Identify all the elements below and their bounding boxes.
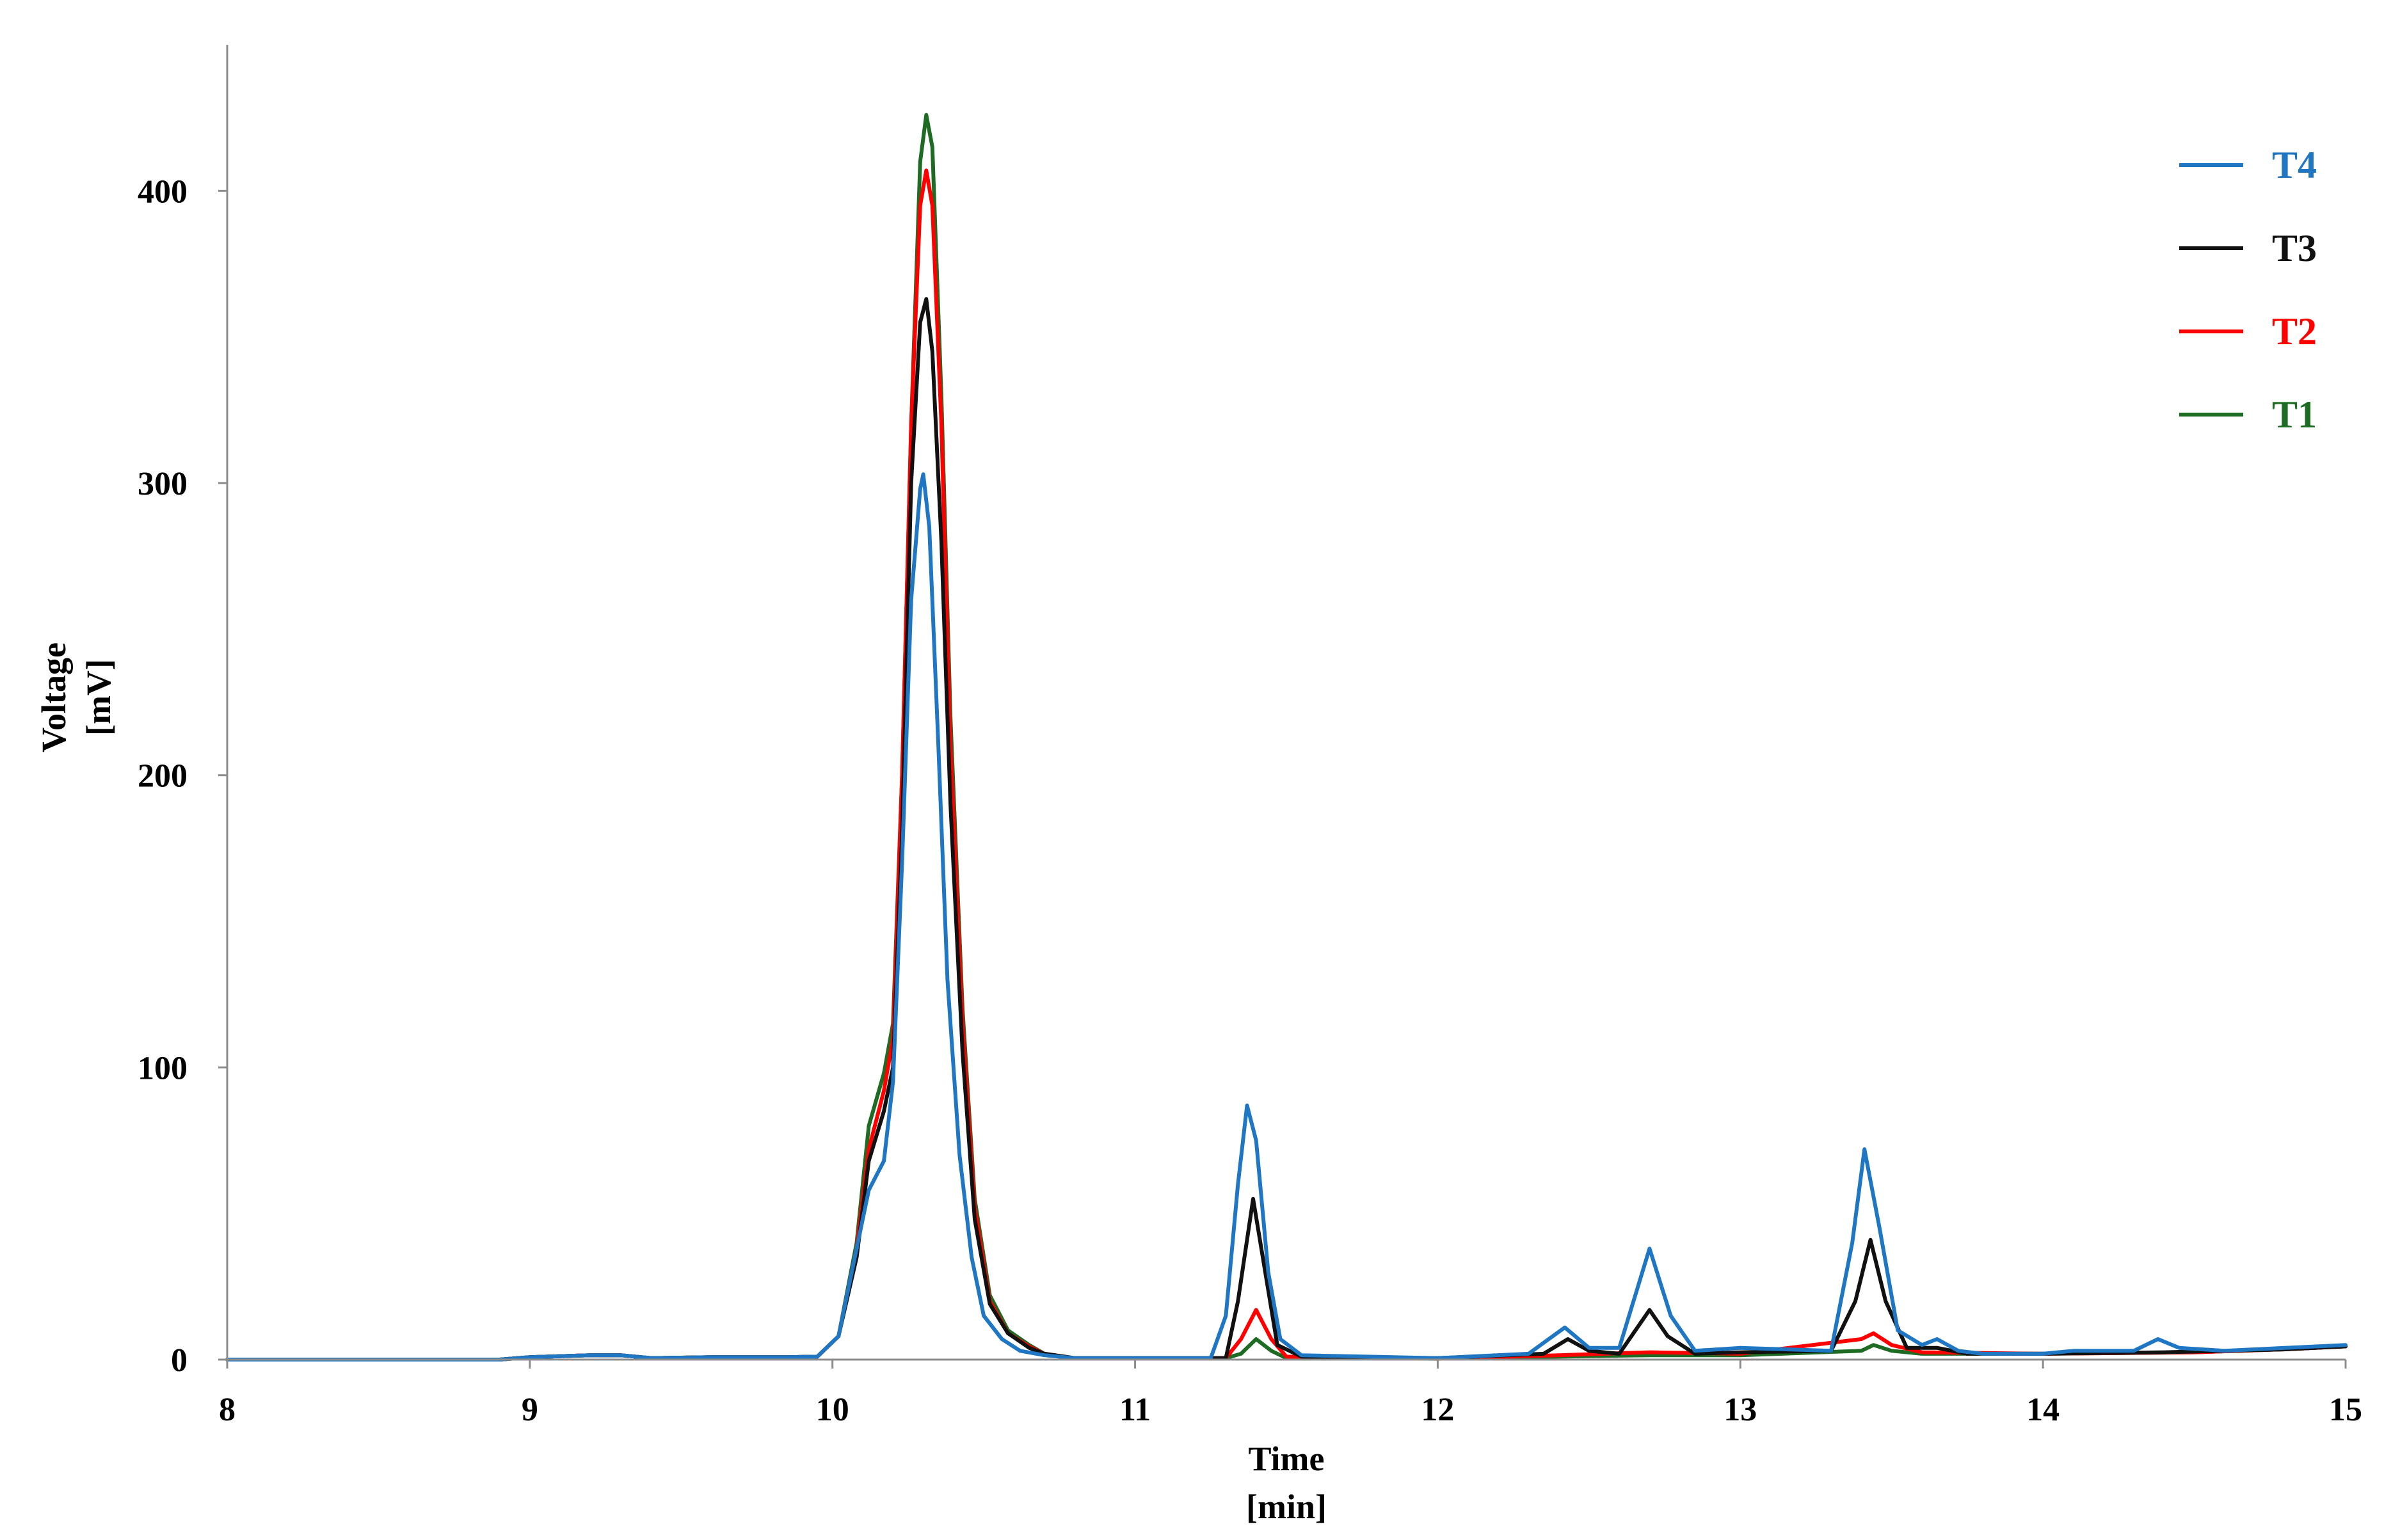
x-tick-label: 9 <box>522 1392 538 1428</box>
series-line-t2 <box>225 168 2348 1361</box>
plot-area <box>225 113 2348 1361</box>
x-tick-label: 8 <box>219 1392 236 1428</box>
x-tick-label: 12 <box>1421 1392 1454 1428</box>
x-tick-label: 11 <box>1119 1392 1151 1428</box>
series-line-t4 <box>225 472 2348 1361</box>
x-axis: 8 9 10 11 12 13 14 15 <box>219 1358 2362 1428</box>
y-axis-title-line2: [mV] <box>79 659 118 736</box>
y-tick-label: 0 <box>171 1342 188 1379</box>
legend-label-t1: T1 <box>2272 393 2317 436</box>
legend-label-t4: T4 <box>2272 144 2317 186</box>
x-tick-label: 15 <box>2329 1392 2362 1428</box>
x-tick-label: 10 <box>816 1392 849 1428</box>
y-axis: 0 100 200 300 400 <box>138 45 228 1379</box>
y-axis-title-line1: Voltage <box>35 642 73 752</box>
x-tick-label: 14 <box>2026 1392 2060 1428</box>
x-axis-title-line2: [min] <box>1246 1488 1327 1526</box>
series-line-t1 <box>225 113 2348 1361</box>
y-tick-label: 200 <box>138 758 188 795</box>
legend-label-t3: T3 <box>2272 227 2317 269</box>
y-tick-label: 300 <box>138 466 188 502</box>
y-tick-label: 400 <box>138 173 188 210</box>
x-tick-label: 13 <box>1724 1392 1757 1428</box>
y-tick-label: 100 <box>138 1050 188 1086</box>
series-line-t3 <box>225 297 2348 1361</box>
legend: T4 T3 T2 T1 <box>2179 144 2317 436</box>
x-axis-title-line1: Time <box>1249 1440 1325 1478</box>
legend-label-t2: T2 <box>2272 310 2317 353</box>
